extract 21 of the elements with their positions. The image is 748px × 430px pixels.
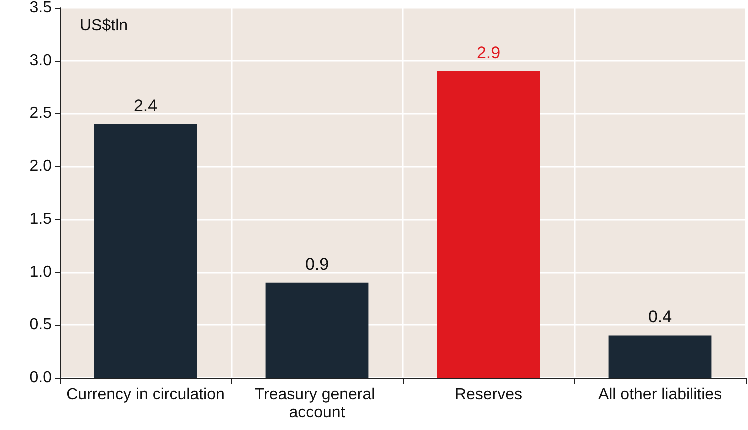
x-tick-label: Reserves xyxy=(454,386,523,404)
y-tick-label: 0.5 xyxy=(30,316,52,334)
data-label: 0.9 xyxy=(305,254,330,274)
bar xyxy=(94,124,198,378)
y-tick-label: 1.5 xyxy=(30,210,52,228)
y-axis-title: US$tln xyxy=(80,18,128,34)
y-tick-label: 1.0 xyxy=(30,264,52,281)
y-tick-label: 3.5 xyxy=(30,0,52,16)
bar xyxy=(608,336,712,378)
y-tick-label: 2.5 xyxy=(30,105,52,122)
y-tick-label: 2.0 xyxy=(30,158,52,176)
data-label: 2.9 xyxy=(476,43,501,62)
data-label: 2.4 xyxy=(134,96,158,116)
x-tick-label: Currency in circulation xyxy=(66,386,225,404)
bar xyxy=(437,71,540,378)
data-label: 0.4 xyxy=(648,308,672,327)
y-tick-label: 3.0 xyxy=(30,52,52,70)
bar xyxy=(266,282,369,378)
x-tick-label: All other liabilities xyxy=(598,386,722,404)
x-tick-label: Treasury general account xyxy=(254,386,380,422)
y-tick-label: 0.0 xyxy=(30,370,52,386)
